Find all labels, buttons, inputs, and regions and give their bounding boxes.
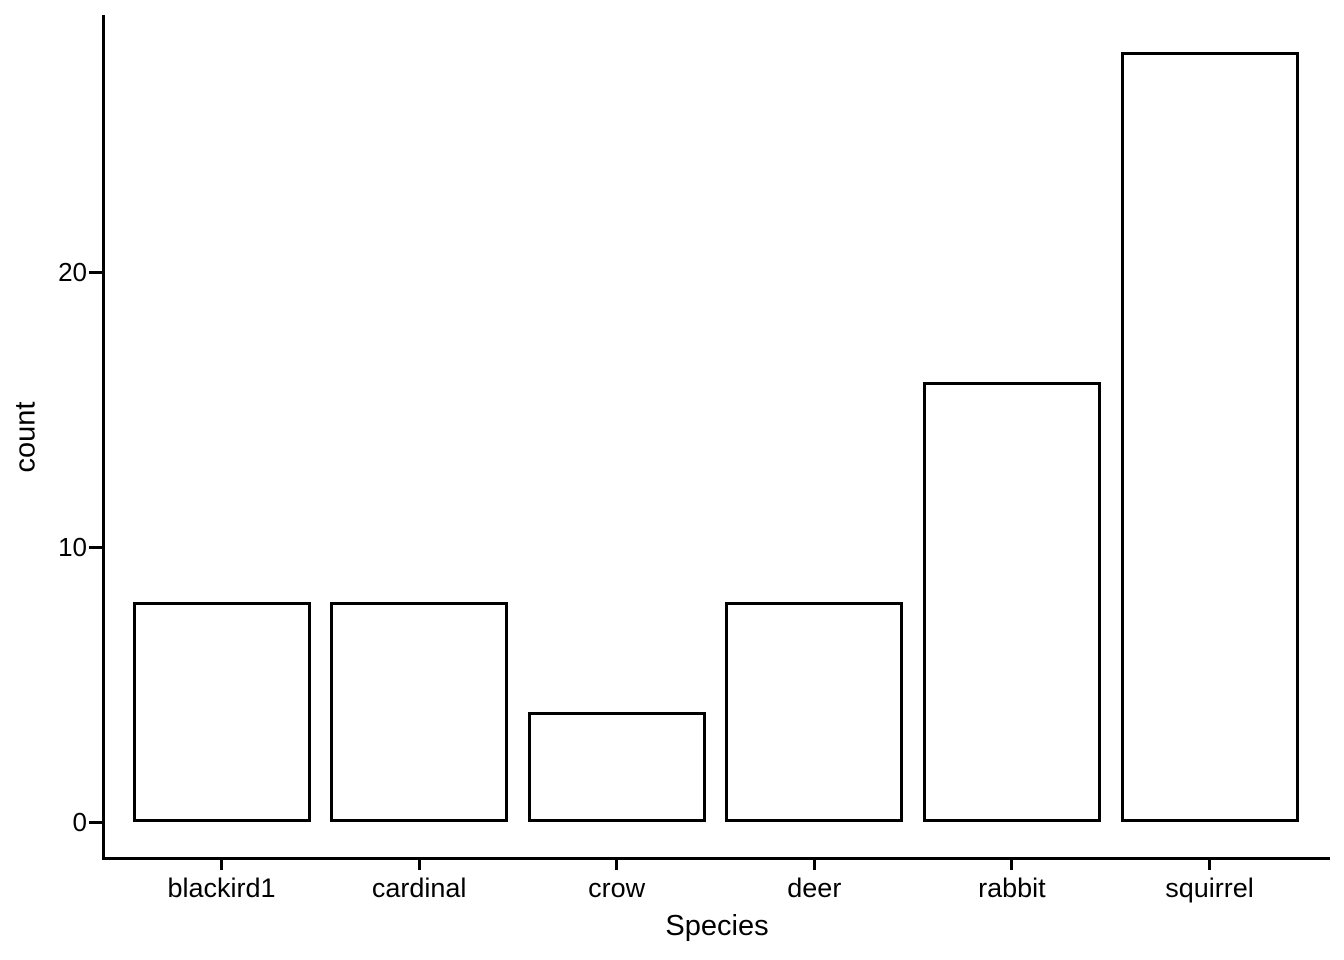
x-tick-mark xyxy=(417,857,421,870)
x-axis-line xyxy=(102,857,1330,860)
x-tick-label: cardinal xyxy=(371,873,467,903)
x-tick-label: rabbit xyxy=(978,873,1046,903)
y-axis-line xyxy=(102,15,105,860)
x-tick-label: deer xyxy=(787,873,842,903)
x-tick-mark xyxy=(1208,857,1211,870)
bar-blackird1 xyxy=(132,602,311,822)
x-tick-label: squirrel xyxy=(1165,873,1254,903)
y-tick-mark xyxy=(89,270,102,274)
y-tick-label: 20 xyxy=(58,257,87,287)
y-tick-mark xyxy=(89,820,102,824)
x-tick-label: blackird1 xyxy=(167,873,276,903)
x-axis-title: Species xyxy=(665,910,769,942)
y-tick-label: 0 xyxy=(72,807,87,837)
x-tick-mark xyxy=(812,857,816,870)
bar-rabbit xyxy=(922,382,1101,822)
x-tick-mark xyxy=(1010,857,1014,870)
bar-deer xyxy=(725,602,904,822)
x-tick-mark xyxy=(615,857,619,870)
y-tick-label: 10 xyxy=(58,532,87,562)
bar-crow xyxy=(527,712,706,822)
x-tick-label: crow xyxy=(588,873,646,903)
x-tick-mark xyxy=(220,857,223,870)
bar-cardinal xyxy=(330,602,509,822)
y-axis-title: count xyxy=(9,401,42,473)
bar-squirrel xyxy=(1120,52,1299,822)
y-tick-mark xyxy=(89,545,102,549)
